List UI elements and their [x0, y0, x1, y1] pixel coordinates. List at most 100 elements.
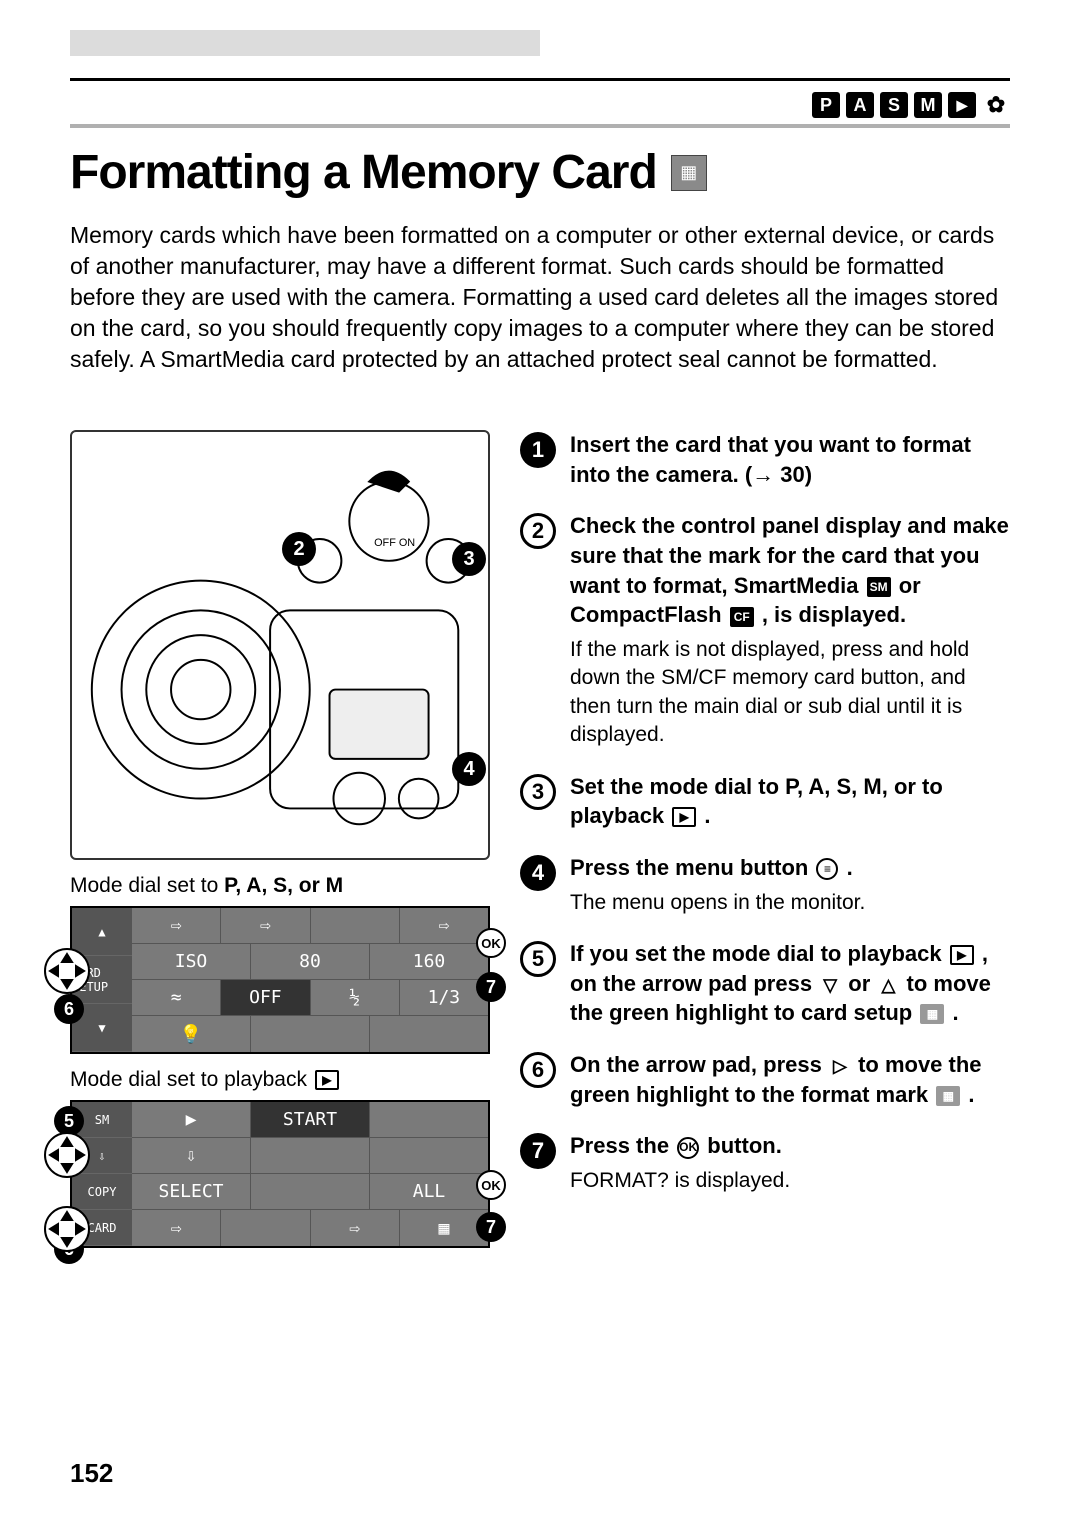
- lcd1-r0c2: [311, 908, 400, 943]
- manual-page: P A S M ▶ ✿ Formatting a Memory Card ▦ M…: [0, 0, 1080, 1529]
- step-sub-2: If the mark is not displayed, press and …: [570, 636, 1010, 749]
- lcd1-bubble-7: 7: [476, 972, 506, 1002]
- card-setup-icon: ▦: [671, 155, 707, 191]
- step-bold-5: If you set the mode dial to playback ▶ ,…: [570, 941, 991, 1025]
- camera-svg: OFF ON: [72, 432, 488, 858]
- intro-paragraph: Memory cards which have been formatted o…: [70, 220, 1010, 375]
- step-num-3: 3: [520, 774, 556, 810]
- lcd1-r0c3: ⇨: [400, 908, 488, 943]
- camera-illustration: OFF ON 2 3 4: [70, 430, 490, 860]
- sub-rule: [70, 124, 1010, 128]
- lcd1-r2c3: 1/3: [400, 980, 488, 1015]
- playback-icon: ▶: [672, 807, 696, 827]
- lcd2-bubble-7: 7: [476, 1212, 506, 1242]
- svg-text:OFF: OFF: [374, 537, 396, 549]
- camera-bubble-4: 4: [452, 752, 486, 786]
- lcd2-r3c3: ⇨: [311, 1210, 400, 1246]
- lcd1-r3c0: 💡: [132, 1016, 251, 1052]
- camera-bubble-2: 2: [282, 532, 316, 566]
- step-4: 4 Press the menu button ≡ . The menu ope…: [520, 853, 1010, 917]
- step-bold-1: Insert the card that you want to format …: [570, 432, 971, 487]
- lcd1-bubble-6: 6: [54, 994, 84, 1024]
- lcd2-container: SM ⇩ COPY CARD ▶START ⇩ SELECTALL ⇨⇨▦: [70, 1100, 490, 1248]
- caption-pasmode: Mode dial set to P, A, S, or M: [70, 874, 490, 898]
- step-num-5: 5: [520, 941, 556, 977]
- step-bold-7: Press the OK button.: [570, 1133, 782, 1158]
- menu-button-icon: ≡: [816, 858, 838, 880]
- lcd1-r0c0: ⇨: [132, 908, 221, 943]
- caption1-prefix: Mode dial set to: [70, 874, 224, 897]
- caption2-prefix: Mode dial set to playback: [70, 1068, 313, 1091]
- down-triangle-icon: ▽: [820, 975, 840, 995]
- lcd2-ok-bubble: OK: [476, 1170, 506, 1200]
- mode-icon-a: A: [846, 92, 874, 118]
- lcd2-r2c3: ALL: [370, 1174, 488, 1209]
- page-number: 152: [70, 1458, 113, 1489]
- lcd1-r1c2: 160: [370, 944, 488, 979]
- ok-button-icon: OK: [677, 1137, 699, 1159]
- steps-list: 1 Insert the card that you want to forma…: [520, 430, 1010, 1195]
- lcd1-ok-bubble: OK: [476, 928, 506, 958]
- step-3: 3 Set the mode dial to P, A, S, M, or to…: [520, 772, 1010, 831]
- left-column: OFF ON 2 3 4 Mode dial set to P, A, S, o…: [70, 430, 490, 1429]
- step-bold-3: Set the mode dial to P, A, S, M, or to p…: [570, 774, 943, 829]
- header-rule: [70, 78, 1010, 81]
- lcd2-r0c2: START: [251, 1102, 370, 1137]
- lcd2-arrow-pad-1: [42, 1130, 92, 1180]
- step-text-7: Press the OK button. FORMAT? is displaye…: [570, 1131, 1010, 1195]
- step-5: 5 If you set the mode dial to playback ▶…: [520, 939, 1010, 1028]
- header-gray-bar: [70, 30, 540, 56]
- step-text-2: Check the control panel display and make…: [570, 511, 1010, 749]
- playback-icon-inline: ▶: [315, 1070, 339, 1090]
- right-triangle-icon: ▷: [830, 1056, 850, 1076]
- card-setup-icon-inline: ▦: [920, 1004, 944, 1024]
- step-bold-2: Check the control panel display and make…: [570, 513, 1009, 627]
- lcd1-r2c2: ½: [311, 980, 400, 1015]
- step-sub-4: The menu opens in the monitor.: [570, 889, 1010, 917]
- step-num-1: 1: [520, 432, 556, 468]
- caption1-bold: P, A, S, or M: [224, 874, 343, 897]
- step-text-3: Set the mode dial to P, A, S, M, or to p…: [570, 772, 1010, 831]
- lcd1-r0c1: ⇨: [221, 908, 310, 943]
- sm-icon: SM: [867, 577, 891, 597]
- lcd2-r0c0: ▶: [132, 1102, 251, 1137]
- cf-icon: CF: [730, 607, 754, 627]
- step-6: 6 On the arrow pad, press ▷ to move the …: [520, 1050, 1010, 1109]
- lcd1-container: ▲ CARD SETUP ▼ ⇨⇨⇨ ISO80160 ≈OFF½1/3 💡 O…: [70, 906, 490, 1054]
- right-column: 1 Insert the card that you want to forma…: [520, 430, 1010, 1429]
- caption-playback: Mode dial set to playback ▶: [70, 1068, 490, 1092]
- lcd1-r2c0: ≈: [132, 980, 221, 1015]
- playback-icon-2: ▶: [950, 945, 974, 965]
- lcd-screen-2: SM ⇩ COPY CARD ▶START ⇩ SELECTALL ⇨⇨▦: [70, 1100, 490, 1248]
- page-title: Formatting a Memory Card: [70, 145, 657, 200]
- lcd-screen-1: ▲ CARD SETUP ▼ ⇨⇨⇨ ISO80160 ≈OFF½1/3 💡: [70, 906, 490, 1054]
- title-row: Formatting a Memory Card ▦: [70, 145, 707, 200]
- lcd1-r2c1: OFF: [221, 980, 310, 1015]
- mode-icon-macro: ✿: [982, 92, 1010, 118]
- lcd1-arrow-pad: [42, 946, 92, 996]
- step-bold-6: On the arrow pad, press ▷ to move the gr…: [570, 1052, 982, 1107]
- up-triangle-icon: △: [878, 975, 898, 995]
- lcd1-r1c0: ISO: [132, 944, 251, 979]
- camera-bubble-3: 3: [452, 542, 486, 576]
- step-num-4: 4: [520, 855, 556, 891]
- step-text-4: Press the menu button ≡ . The menu opens…: [570, 853, 1010, 917]
- step-text-6: On the arrow pad, press ▷ to move the gr…: [570, 1050, 1010, 1109]
- mode-icon-m: M: [914, 92, 942, 118]
- step-num-2: 2: [520, 513, 556, 549]
- step-1: 1 Insert the card that you want to forma…: [520, 430, 1010, 489]
- body-area: OFF ON 2 3 4 Mode dial set to P, A, S, o…: [70, 430, 1010, 1429]
- lcd2-arrow-pad-2: [42, 1204, 92, 1254]
- step-2: 2 Check the control panel display and ma…: [520, 511, 1010, 749]
- lcd1-r1c1: 80: [251, 944, 370, 979]
- mode-icon-p: P: [812, 92, 840, 118]
- lcd2-r1c0: ⇩: [132, 1138, 251, 1173]
- mode-icon-s: S: [880, 92, 908, 118]
- mode-icon-row: P A S M ▶ ✿: [812, 92, 1010, 118]
- step-7: 7 Press the OK button. FORMAT? is displa…: [520, 1131, 1010, 1195]
- step-num-7: 7: [520, 1133, 556, 1169]
- lcd2-r2c1: SELECT: [132, 1174, 251, 1209]
- format-mark-icon: ▦: [936, 1086, 960, 1106]
- step-bold-4: Press the menu button ≡ .: [570, 855, 853, 880]
- lcd2-r3c1: ⇨: [132, 1210, 221, 1246]
